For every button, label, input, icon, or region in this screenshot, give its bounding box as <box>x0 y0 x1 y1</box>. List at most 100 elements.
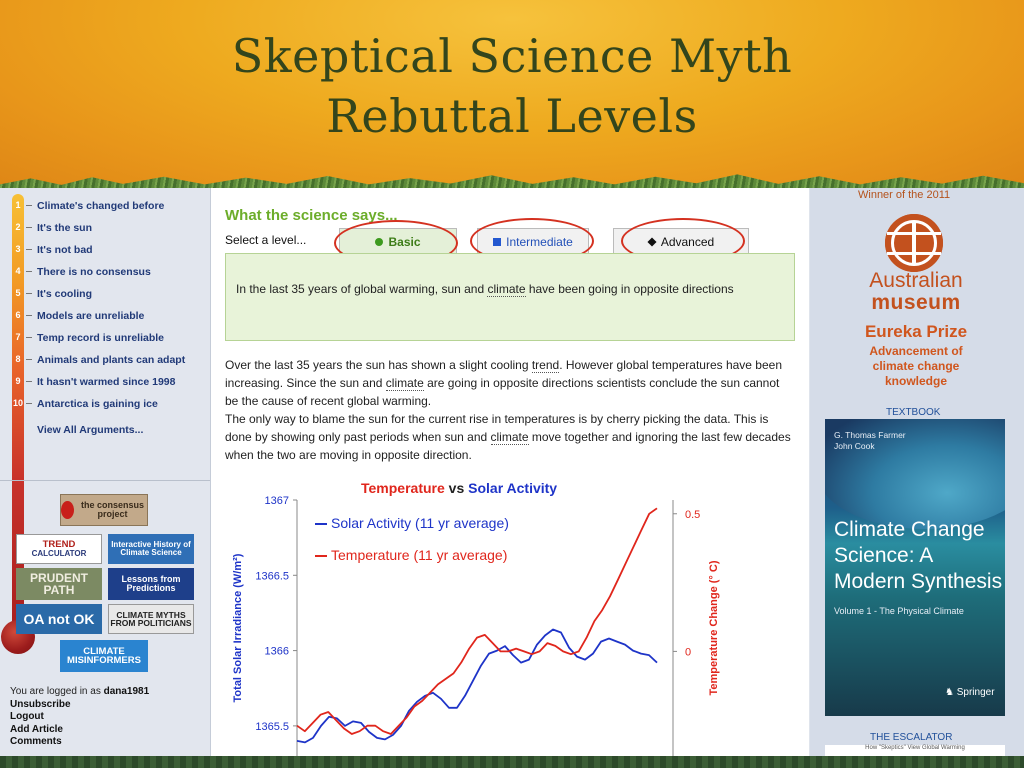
body-text: move together and ignoring the last few … <box>225 430 791 462</box>
myth-tick <box>26 315 32 316</box>
myth-number: 4 <box>15 266 21 276</box>
body-text: are going in opposite directions scienti… <box>225 376 780 408</box>
climate-glossary-link[interactable]: climate <box>487 282 526 297</box>
summary-text-1: In the last 35 years of global warming, … <box>236 282 488 296</box>
climate-misinformers-badge[interactable]: CLIMATE MISINFORMERS <box>60 640 148 672</box>
springer-horse-icon: ♞ <box>945 687 957 698</box>
book-publisher: ♞ Springer <box>945 687 995 698</box>
globe-line-icon <box>887 232 941 235</box>
chart-title-solar: Solar Activity <box>468 480 558 496</box>
logout-link[interactable]: Logout <box>10 711 44 722</box>
legend-label: Temperature (11 yr average) <box>331 547 507 563</box>
add-article-link[interactable]: Add Article <box>10 723 63 735</box>
temperature-series-line <box>296 507 658 735</box>
myth-number: 8 <box>15 354 21 364</box>
climate-history-badge[interactable]: Interactive History of Climate Science <box>108 534 194 564</box>
logged-in-line: You are logged in as dana1981 <box>10 686 149 699</box>
chart-title-vs: vs <box>444 480 469 496</box>
trend-calculator-badge[interactable]: TREND CALCULATOR <box>16 534 102 564</box>
climate-glossary-link[interactable]: climate <box>385 376 424 391</box>
myth-link[interactable]: It's cooling <box>37 288 92 300</box>
australian-museum-globe-icon <box>885 214 943 272</box>
body-text: Over the last 35 years the sun has shown… <box>225 358 532 372</box>
myth-item-2[interactable]: 2 It's the sun <box>0 218 210 240</box>
climate-myths-politicians-badge[interactable]: CLIMATE MYTHS FROM POLITICIANS <box>108 604 194 634</box>
myth-link[interactable]: Models are unreliable <box>37 310 145 322</box>
logged-in-prefix: You are logged in as <box>10 686 104 697</box>
escalator-thumbnail[interactable]: How "Skeptics" View Global Warming <box>825 745 1005 756</box>
book-title: Climate Change Science: A Modern Synthes… <box>834 518 1003 593</box>
myth-item-9[interactable]: 9 It hasn't warmed since 1998 <box>0 372 210 394</box>
myth-link[interactable]: Antarctica is gaining ice <box>37 398 158 410</box>
myth-link[interactable]: There is no consensus <box>37 266 151 278</box>
y-axis-label-right: Temperature Change (° C) <box>708 560 720 695</box>
body-paragraph-2: The only way to blame the sun for the cu… <box>225 410 795 464</box>
myth-link[interactable]: Temp record is unreliable <box>37 332 165 344</box>
myth-tick <box>26 249 32 250</box>
escalator-label: THE ESCALATOR <box>870 732 953 743</box>
body-text: The only way to blame the sun for the cu… <box>225 412 769 444</box>
select-level-label: Select a level... <box>225 233 307 247</box>
body-paragraph-1: Over the last 35 years the sun has shown… <box>225 356 795 410</box>
login-status: You are logged in as dana1981 Unsubscrib… <box>10 686 149 749</box>
myth-link[interactable]: It hasn't warmed since 1998 <box>37 376 176 388</box>
myth-item-7[interactable]: 7 Temp record is unreliable <box>0 328 210 350</box>
chart-title-temperature: Temperature <box>361 480 445 496</box>
myth-item-1[interactable]: 1 Climate's changed before <box>0 196 210 218</box>
calculator-label: CALCULATOR <box>31 548 87 558</box>
book-author: John Cook <box>834 441 875 451</box>
climate-glossary-link[interactable]: climate <box>490 430 529 445</box>
textbook-cover[interactable]: G. Thomas Farmer John Cook Climate Change… <box>825 419 1005 716</box>
comments-link[interactable]: Comments <box>10 736 62 747</box>
eureka-prize-subtitle: Advancement of climate change knowledge <box>869 344 963 388</box>
trend-glossary-link[interactable]: trend <box>531 358 560 373</box>
book-volume: Volume 1 - The Physical Climate <box>834 606 964 616</box>
myth-item-10[interactable]: 10 Antarctica is gaining ice <box>0 394 210 416</box>
aus-line1: Australian <box>869 269 963 292</box>
publisher-name: Springer <box>956 687 995 698</box>
unsubscribe-link[interactable]: Unsubscribe <box>10 698 71 710</box>
myth-tick <box>26 205 32 206</box>
myth-link[interactable]: Climate's changed before <box>37 200 165 212</box>
myth-tick <box>26 271 32 272</box>
consensus-project-badge[interactable]: the consensus project <box>60 494 148 526</box>
left-sidebar: 1 Climate's changed before 2 It's the sun … <box>0 188 211 756</box>
view-all-arguments-link[interactable]: View All Arguments... <box>37 424 144 436</box>
y-tick-label-left: 1366 <box>265 646 289 658</box>
slide-footer <box>0 756 1024 768</box>
science-says-heading: What the science says... <box>225 207 398 224</box>
slide-title: Skeptical Science Myth Rebuttal Levels <box>0 26 1024 146</box>
temperature-vs-solar-chart: 1367 1366.5 1366 1365.5 0.5 0 Total Solar Irra… <box>232 495 720 756</box>
myth-item-8[interactable]: 8 Animals and plants can adapt <box>0 350 210 372</box>
myth-link[interactable]: It's not bad <box>37 244 93 256</box>
myth-link[interactable]: It's the sun <box>37 222 93 234</box>
misinform-bottom-label: MISINFORMERS <box>67 655 141 666</box>
myth-number: 2 <box>15 222 21 232</box>
right-sidebar: Winner of the 2011 Australian museum Eure… <box>810 188 1024 756</box>
aus-line2: museum <box>871 291 961 314</box>
solar-series-line <box>296 628 658 744</box>
rebuttal-body: Over the last 35 years the sun has shown… <box>225 356 795 464</box>
oa-not-ok-badge[interactable]: OA not OK <box>16 604 102 634</box>
lessons-from-predictions-badge[interactable]: Lessons from Predictions <box>108 568 194 600</box>
myth-tick <box>26 403 32 404</box>
globe-line-icon <box>887 252 941 255</box>
australian-museum-logo[interactable]: Australian museum <box>856 270 976 314</box>
myth-link[interactable]: Animals and plants can adapt <box>37 354 186 366</box>
sidebar-divider <box>0 480 210 481</box>
myth-item-3[interactable]: 3 It's not bad <box>0 240 210 262</box>
consensus-label: the consensus project <box>80 500 145 519</box>
eureka-prize-title: Eureka Prize <box>864 322 968 341</box>
prudent-path-badge[interactable]: PRUDENT PATH <box>16 568 102 600</box>
myth-item-5[interactable]: 5 It's cooling <box>0 284 210 306</box>
legend-label: Solar Activity (11 yr average) <box>331 515 509 531</box>
y-tick-label-left: 1365.5 <box>255 721 289 733</box>
myth-tick <box>26 227 32 228</box>
book-authors: G. Thomas Farmer John Cook <box>834 430 906 452</box>
myth-item-6[interactable]: 6 Models are unreliable <box>0 306 210 328</box>
myth-tick <box>26 337 32 338</box>
misinform-top-label: CLIMATE <box>83 645 125 657</box>
myth-item-4[interactable]: 4 There is no consensus <box>0 262 210 284</box>
slide-title-line1: Skeptical Science Myth <box>231 29 793 83</box>
main-content: What the science says... Select a level.… <box>211 188 809 756</box>
